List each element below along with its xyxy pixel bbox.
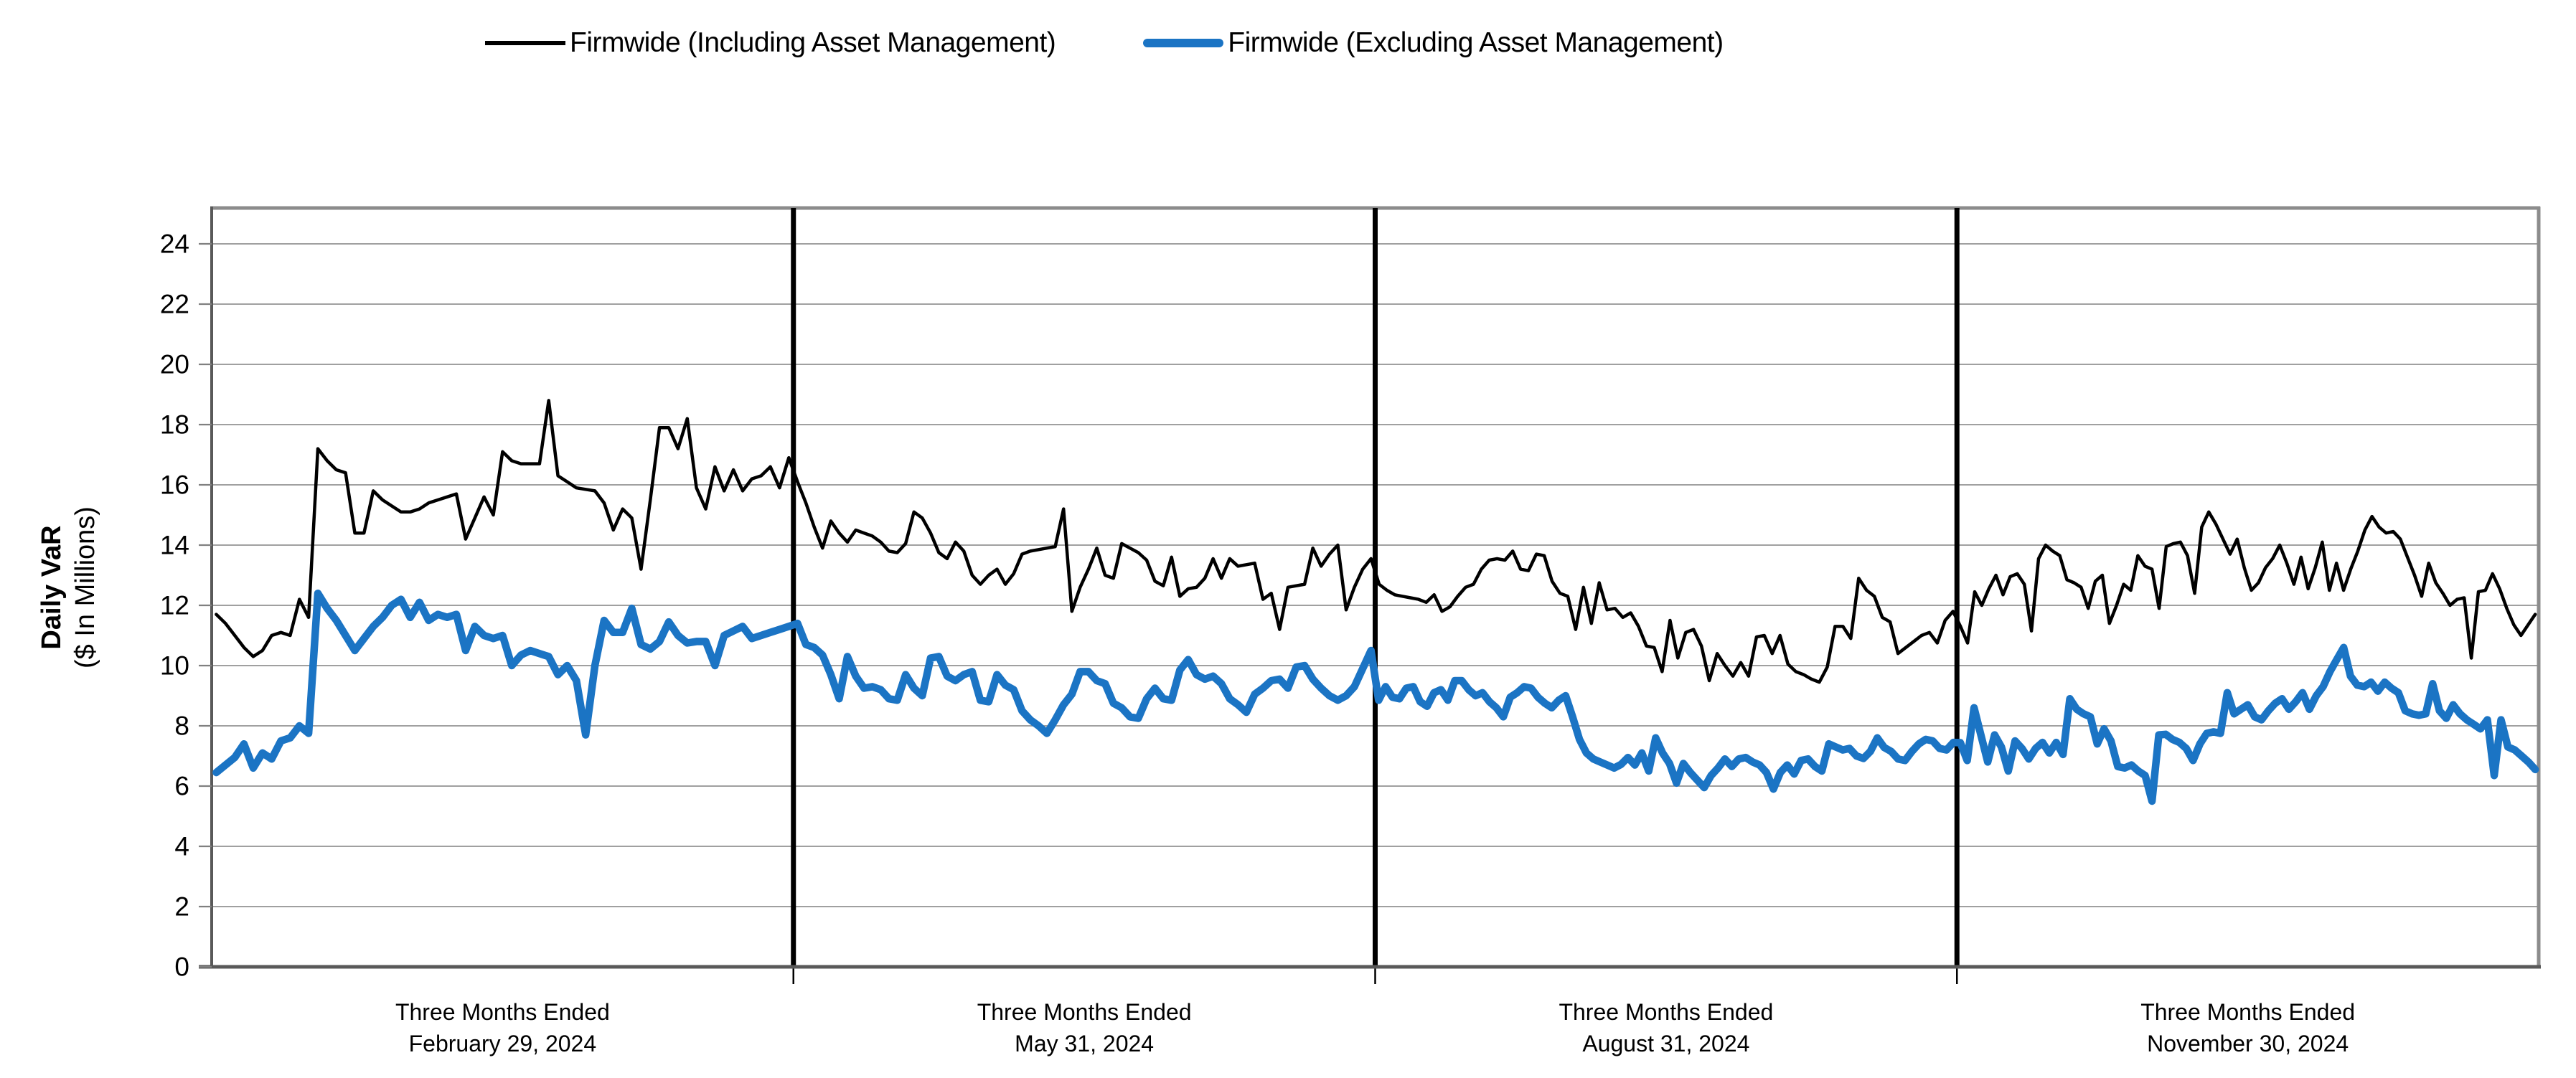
legend-item-including: Firmwide (Including Asset Management) bbox=[485, 27, 1056, 59]
legend-label: Firmwide (Excluding Asset Management) bbox=[1228, 27, 1724, 58]
y-tick-label: 0 bbox=[174, 952, 189, 982]
y-tick-label: 14 bbox=[160, 531, 189, 560]
x-axis-label-line1: Three Months Ended bbox=[1559, 999, 1773, 1025]
x-axis-label-line1: Three Months Ended bbox=[977, 999, 1192, 1025]
y-tick-label: 16 bbox=[160, 471, 189, 500]
y-tick-label: 20 bbox=[160, 350, 189, 379]
chart-legend: Firmwide (Including Asset Management) Fi… bbox=[485, 27, 1724, 59]
x-axis-label-line2: November 30, 2024 bbox=[2147, 1031, 2349, 1056]
y-axis-title-units: ($ In Millions) bbox=[70, 506, 100, 668]
x-axis-label-line1: Three Months Ended bbox=[2140, 999, 2355, 1025]
x-axis-label-line2: August 31, 2024 bbox=[1582, 1031, 1749, 1056]
x-axis-label-line2: May 31, 2024 bbox=[1015, 1031, 1154, 1056]
legend-line-swatch-blue bbox=[1143, 39, 1224, 47]
y-tick-label: 10 bbox=[160, 651, 189, 681]
y-tick-label: 18 bbox=[160, 410, 189, 440]
y-tick-label: 22 bbox=[160, 290, 189, 319]
series-line-excluding-am bbox=[212, 589, 2539, 805]
y-tick-label: 24 bbox=[160, 230, 189, 259]
y-tick-label: 4 bbox=[174, 832, 189, 861]
series-line-including-am bbox=[215, 399, 2537, 684]
x-axis-label-line2: February 29, 2024 bbox=[409, 1031, 597, 1056]
y-tick-label: 2 bbox=[174, 892, 189, 922]
y-tick-label: 8 bbox=[174, 711, 189, 741]
y-tick-label: 6 bbox=[174, 772, 189, 801]
y-tick-label: 12 bbox=[160, 591, 189, 620]
x-axis-label-line1: Three Months Ended bbox=[395, 999, 610, 1025]
legend-line-swatch-black bbox=[485, 41, 565, 45]
y-axis-title: Daily VaR bbox=[37, 525, 67, 649]
legend-label: Firmwide (Including Asset Management) bbox=[570, 27, 1056, 58]
legend-item-excluding: Firmwide (Excluding Asset Management) bbox=[1143, 27, 1724, 59]
